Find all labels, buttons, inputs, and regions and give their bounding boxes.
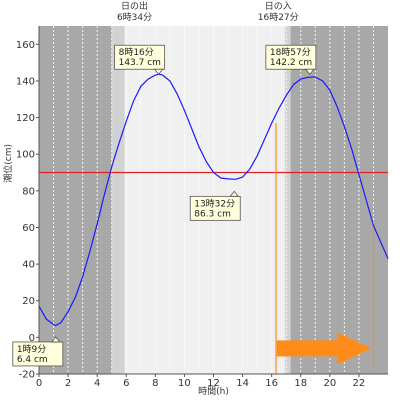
x-tick-label-16: 16	[265, 378, 278, 389]
band-twilight-1	[111, 26, 125, 374]
annotation-pointer-2	[305, 68, 315, 75]
annotation-time-2: 18時57分	[270, 47, 311, 58]
tide-curve	[38, 73, 389, 327]
x-tick-label-2: 2	[65, 378, 71, 389]
annotation-level-3: 6.4 cm	[17, 355, 48, 365]
sunset-time: 16時27分	[258, 12, 299, 23]
y-tick-label-40: 40	[22, 260, 35, 271]
grid-lines	[53, 26, 374, 374]
sunset-label: 日の入	[265, 1, 292, 12]
x-tick-label-20: 20	[323, 378, 336, 389]
sunrise-label: 日の出	[121, 0, 148, 12]
y-tick-label-140: 140	[16, 76, 35, 87]
annotation-pointer-0	[153, 68, 164, 75]
x-tick-label-18: 18	[294, 378, 307, 389]
sunrise-time: 6時34分	[117, 12, 152, 23]
y-tick-label-120: 120	[16, 113, 35, 124]
band-night-4	[290, 26, 388, 374]
y-tick-label-60: 60	[22, 223, 35, 234]
y-tick-label-100: 100	[16, 150, 35, 161]
annotation-level-0: 143.7 cm	[119, 58, 161, 68]
x-axis-label: 時間(h)	[198, 386, 229, 397]
annotation-box-1	[189, 195, 241, 221]
x-tick-label-12: 12	[207, 378, 220, 389]
band-twilight-3	[284, 26, 291, 374]
annotation-time-0: 8時16分	[119, 47, 154, 58]
annotation-time-3: 1時9分	[17, 344, 46, 355]
x-tick-label-22: 22	[353, 378, 366, 389]
annotation-pointer-3	[50, 336, 61, 343]
annotation-level-2: 142.2 cm	[270, 58, 312, 68]
y-tick-label-20: 20	[22, 296, 35, 307]
annotation-pointer-1	[229, 190, 240, 197]
y-tick-label-80: 80	[22, 186, 35, 197]
x-tick-label-8: 8	[152, 378, 158, 389]
annotation-time-1: 13時32分	[194, 198, 235, 209]
annotation-level-1: 86.3 cm	[194, 209, 231, 219]
annotation-box-3	[12, 341, 64, 367]
y-tick-label-0: 0	[29, 333, 35, 344]
x-tick-label-14: 14	[236, 378, 249, 389]
annotation-box-0	[114, 44, 166, 70]
annotation-box-2	[265, 44, 317, 70]
y-axis-label: 潮位(cm)	[2, 144, 14, 183]
time-markers	[275, 123, 375, 374]
band-night-0	[39, 26, 112, 374]
y-tick-label--20: -20	[19, 370, 35, 381]
arrow-shape	[276, 332, 372, 365]
x-tick-label-4: 4	[94, 378, 100, 389]
x-tick-label-0: 0	[36, 378, 42, 389]
x-tick-label-10: 10	[178, 378, 191, 389]
tide-curve-layer	[38, 73, 389, 327]
arrow-layer	[276, 332, 372, 365]
y-tick-label-160: 160	[16, 40, 35, 51]
x-tick-label-6: 6	[123, 378, 129, 389]
